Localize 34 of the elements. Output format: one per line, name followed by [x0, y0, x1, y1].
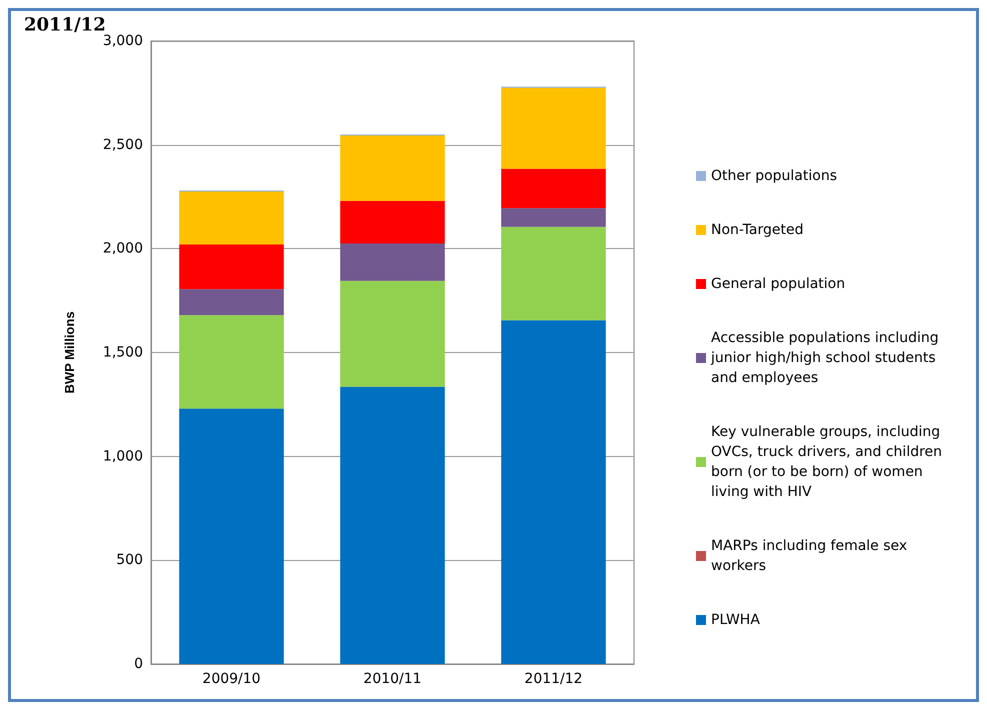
legend-label: PLWHA — [711, 612, 760, 628]
y-axis-title: BWP Millions — [62, 311, 77, 394]
x-tick-label: 2010/11 — [363, 671, 422, 687]
y-tick-label: 1,500 — [102, 344, 143, 360]
bar — [501, 226, 606, 320]
bar — [179, 289, 284, 316]
bar — [179, 244, 284, 290]
legend-label: Other populations — [711, 168, 837, 184]
bar — [501, 208, 606, 227]
legend-label: General population — [711, 276, 846, 292]
bar — [340, 280, 445, 387]
y-tick-label: 3,000 — [102, 33, 143, 49]
x-tick-label: 2011/12 — [524, 671, 583, 687]
bar — [340, 135, 445, 201]
y-tick-label: 500 — [116, 552, 143, 568]
bar — [340, 386, 445, 664]
bar — [179, 315, 284, 409]
y-tick-label: 2,000 — [102, 240, 143, 257]
chart-title: 2011/12 — [24, 14, 106, 36]
legend-label: Non-Targeted — [711, 222, 804, 238]
bar — [340, 200, 445, 244]
bar — [179, 408, 284, 664]
legend-label: MARPs including female sex workers — [711, 538, 912, 574]
bar — [340, 243, 445, 281]
bar — [501, 168, 606, 208]
x-tick-label: 2009/10 — [202, 671, 261, 687]
y-tick-label: 1,000 — [102, 448, 143, 464]
bar — [501, 88, 606, 169]
y-tick-label: 0 — [134, 656, 143, 672]
legend-label: Key vulnerable groups, including OVCs, truck drivers, and children born (or to be born) of women living with HIV — [711, 424, 946, 500]
bar — [501, 320, 606, 664]
bar — [179, 192, 284, 245]
y-tick-label: 2,500 — [102, 136, 143, 153]
legend-label: Accessible populations including junior high/high school students and employees — [710, 330, 944, 386]
